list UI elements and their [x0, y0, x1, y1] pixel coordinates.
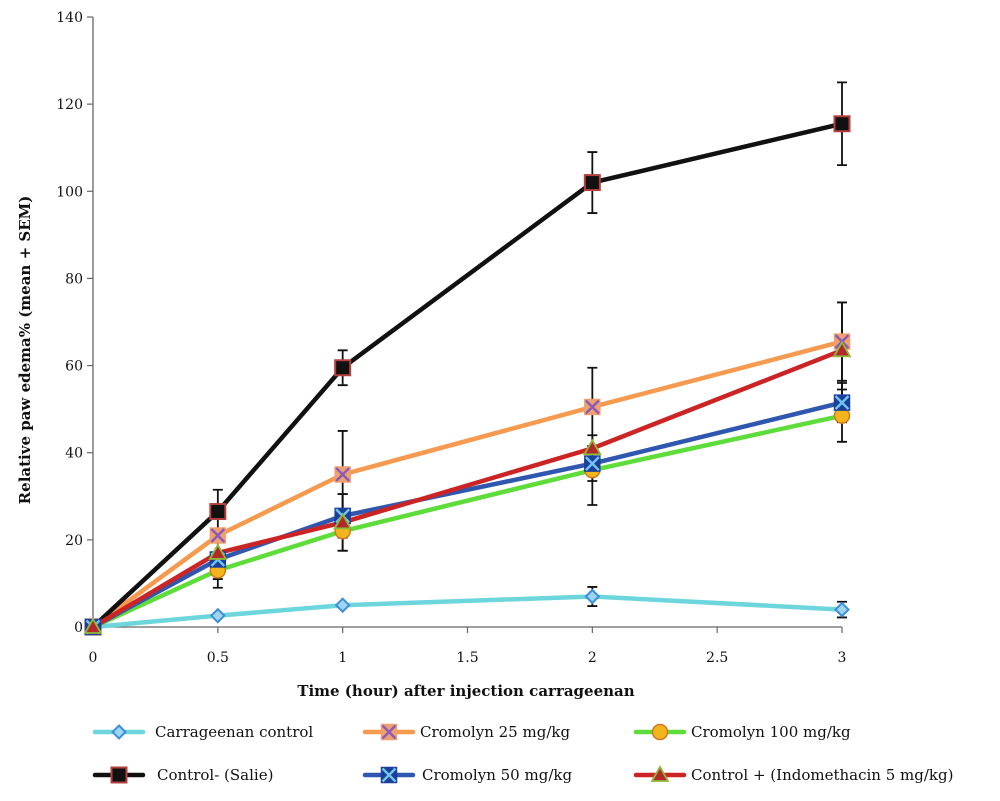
y-tick-label: 140 [56, 10, 83, 26]
legend-swatch-marker [380, 723, 398, 741]
data-point [208, 543, 228, 560]
data-point [833, 115, 851, 133]
data-point [582, 438, 602, 456]
series-lines [90, 121, 845, 630]
data-point [209, 607, 226, 624]
data-point [583, 174, 601, 192]
legend-item: Cromolyn 25 mg/kg [362, 723, 570, 741]
y-tick-label: 80 [65, 271, 83, 287]
legend-item: Control- (Salie) [92, 766, 273, 784]
legend-label: Cromolyn 100 mg/kg [691, 723, 851, 741]
x-tick-label: 2 [588, 650, 597, 666]
data-point [334, 597, 351, 614]
data-point [834, 601, 850, 618]
data-point [334, 359, 352, 377]
data-point [333, 512, 353, 530]
series-line [90, 121, 845, 630]
error-bars [212, 81, 847, 619]
data-point [83, 617, 103, 634]
y-tick-label: 120 [56, 97, 83, 113]
legend-swatch-marker [111, 724, 127, 740]
x-tick-label: 1.5 [456, 650, 478, 666]
y-tick-label: 20 [65, 533, 83, 549]
legend-label: Control + (Indomethacin 5 mg/kg) [691, 766, 953, 784]
y-tick-label: 40 [65, 446, 83, 462]
legend-item: Cromolyn 100 mg/kg [633, 723, 851, 741]
y-tick-label: 100 [56, 184, 83, 200]
legend-swatch-marker [650, 765, 670, 782]
legend: Carrageenan control Cromolyn 25 mg/kg Crom… [92, 723, 953, 784]
x-tick-label: 0.5 [207, 650, 229, 666]
x-axis-label: Time (hour) after injection carrageenan [297, 682, 634, 700]
legend-swatch-marker [651, 723, 669, 741]
data-point [209, 503, 227, 521]
data-point [832, 340, 852, 358]
x-tick-label: 1 [338, 650, 347, 666]
series-line [90, 400, 845, 630]
data-point [334, 466, 351, 483]
legend-swatch-marker [110, 766, 128, 784]
x-tick-label: 2.5 [706, 650, 728, 666]
y-tick-label: 0 [74, 620, 83, 636]
data-point [584, 588, 601, 605]
data-point [209, 527, 227, 544]
legend-label: Carrageenan control [155, 723, 313, 741]
x-tick-label: 0 [89, 650, 98, 666]
legend-label: Control- (Salie) [157, 766, 273, 784]
legend-label: Cromolyn 50 mg/kg [422, 766, 572, 784]
data-point [833, 394, 851, 411]
legend-item: Carrageenan control [92, 723, 313, 741]
legend-swatch-marker [380, 766, 398, 784]
y-tick-label: 60 [65, 359, 83, 375]
data-point [584, 455, 601, 472]
legend-item: Control + (Indomethacin 5 mg/kg) [633, 765, 953, 784]
legend-item: Cromolyn 50 mg/kg [362, 766, 572, 784]
y-axis-label: Relative paw edema% (mean + SEM) [16, 196, 34, 505]
series-line [90, 594, 845, 630]
data-point [584, 398, 601, 416]
legend-label: Cromolyn 25 mg/kg [420, 723, 570, 741]
series-markers [83, 115, 852, 636]
x-tick-label: 3 [838, 650, 847, 666]
